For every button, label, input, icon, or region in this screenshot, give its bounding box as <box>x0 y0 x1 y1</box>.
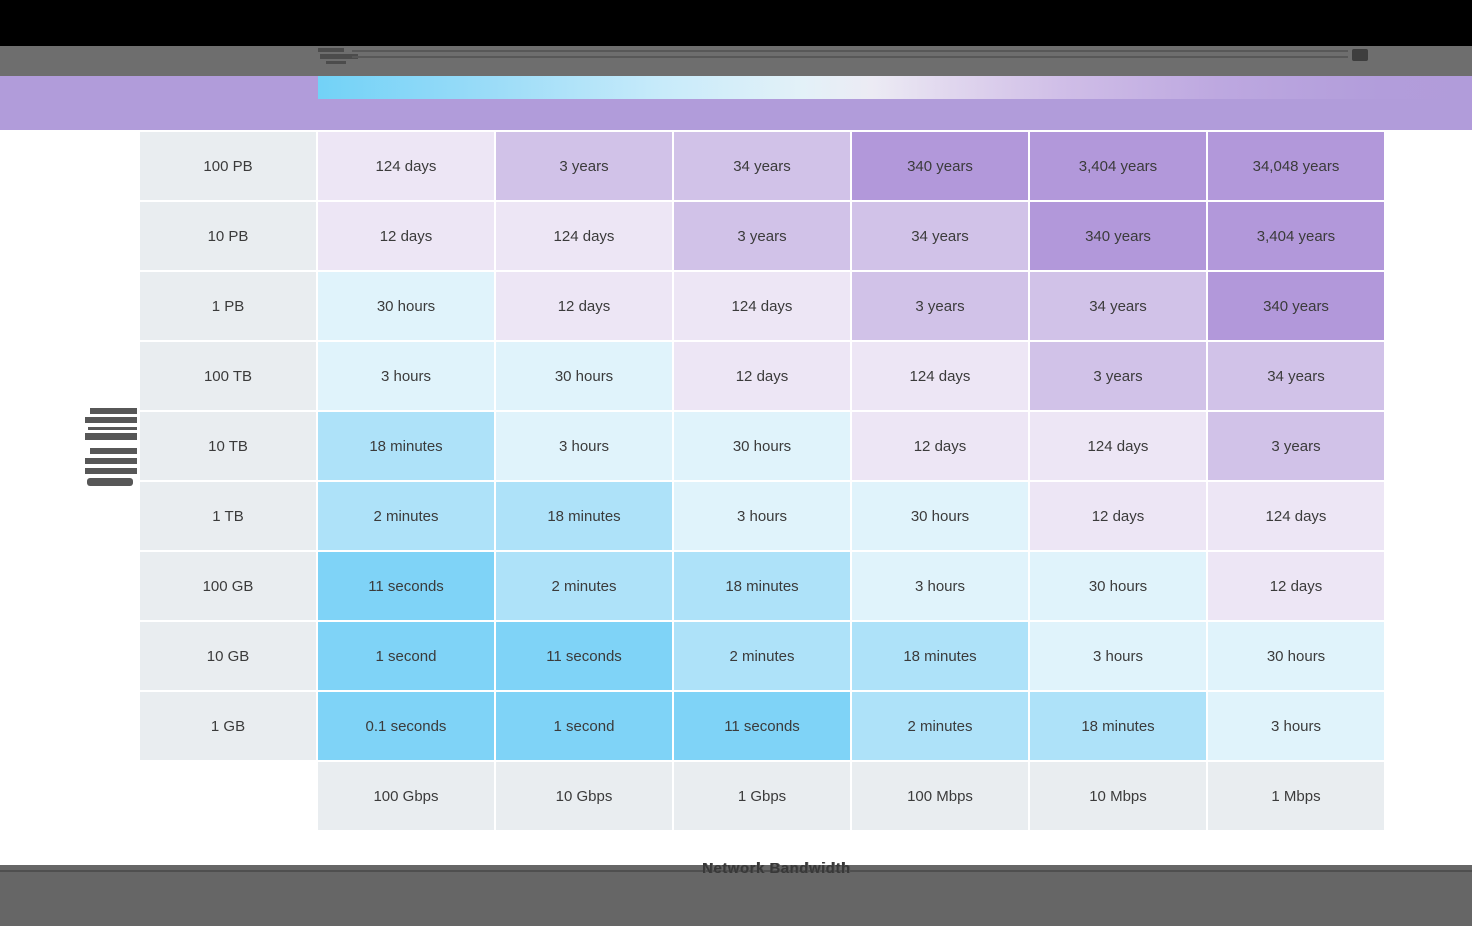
heatmap-cell: 12 days <box>1208 552 1384 620</box>
top-black-bar <box>0 0 1472 46</box>
title-glitch-fragment <box>326 61 346 64</box>
row-label: 1 TB <box>140 482 316 550</box>
column-label: 10 Gbps <box>496 762 672 830</box>
row-label: 1 GB <box>140 692 316 760</box>
heatmap-cell: 18 minutes <box>674 552 850 620</box>
chrome-divider-line <box>352 56 1348 58</box>
window-control-icon[interactable] <box>1352 49 1368 61</box>
heatmap-cell: 124 days <box>496 202 672 270</box>
heatmap-cell: 18 minutes <box>1030 692 1206 760</box>
heatmap-cell: 1 second <box>496 692 672 760</box>
column-label: 100 Mbps <box>852 762 1028 830</box>
heatmap-cell: 12 days <box>1030 482 1206 550</box>
heatmap-cell: 30 hours <box>852 482 1028 550</box>
row-label: 100 GB <box>140 552 316 620</box>
heatmap-cell: 340 years <box>1030 202 1206 270</box>
chrome-title-bar <box>0 46 1472 76</box>
heatmap-cell: 18 minutes <box>852 622 1028 690</box>
footer-divider-line <box>0 870 1472 872</box>
heatmap-cell: 30 hours <box>1208 622 1384 690</box>
heatmap-cell: 30 hours <box>674 412 850 480</box>
heatmap-cell: 18 minutes <box>318 412 494 480</box>
row-label: 10 PB <box>140 202 316 270</box>
title-glitch-fragment <box>318 48 344 52</box>
heatmap-cell: 3 years <box>1208 412 1384 480</box>
heatmap-cell: 3 years <box>1030 342 1206 410</box>
heatmap-cell: 3 hours <box>1030 622 1206 690</box>
y-axis-label-redacted <box>85 408 137 488</box>
heatmap-cell: 12 days <box>318 202 494 270</box>
heatmap-cell: 3 years <box>852 272 1028 340</box>
legend-band <box>0 76 1472 130</box>
heatmap-cell: 2 minutes <box>852 692 1028 760</box>
heatmap-cell: 34 years <box>1030 272 1206 340</box>
column-label: 100 Gbps <box>318 762 494 830</box>
row-label: 1 PB <box>140 272 316 340</box>
corner-cell <box>140 762 316 830</box>
heatmap-cell: 124 days <box>1208 482 1384 550</box>
heatmap-cell: 11 seconds <box>496 622 672 690</box>
heatmap-cell: 12 days <box>852 412 1028 480</box>
heatmap-cell: 3 hours <box>674 482 850 550</box>
heatmap-cell: 34 years <box>1208 342 1384 410</box>
heatmap-cell: 12 days <box>674 342 850 410</box>
row-label: 100 PB <box>140 132 316 200</box>
heatmap-cell: 30 hours <box>318 272 494 340</box>
heatmap-cell: 2 minutes <box>674 622 850 690</box>
transfer-time-heatmap: 100 PB 124 days 3 years 34 years 340 years 3,… <box>140 132 1384 830</box>
heatmap-cell: 3 years <box>674 202 850 270</box>
column-label: 10 Mbps <box>1030 762 1206 830</box>
heatmap-cell: 1 second <box>318 622 494 690</box>
heatmap-cell: 124 days <box>852 342 1028 410</box>
heatmap-cell: 34,048 years <box>1208 132 1384 200</box>
heatmap-cell: 124 days <box>674 272 850 340</box>
heatmap-cell: 3 hours <box>496 412 672 480</box>
heatmap-cell: 3 hours <box>852 552 1028 620</box>
chrome-divider-line <box>352 50 1348 52</box>
column-label: 1 Mbps <box>1208 762 1384 830</box>
heatmap-cell: 3 hours <box>318 342 494 410</box>
heatmap-cell: 12 days <box>496 272 672 340</box>
row-label: 10 GB <box>140 622 316 690</box>
row-label: 100 TB <box>140 342 316 410</box>
time-scale-gradient-legend <box>318 76 1472 99</box>
heatmap-cell: 3 years <box>496 132 672 200</box>
heatmap-cell: 0.1 seconds <box>318 692 494 760</box>
title-glitch-fragment <box>320 54 358 59</box>
heatmap-cell: 2 minutes <box>496 552 672 620</box>
heatmap-cell: 30 hours <box>496 342 672 410</box>
heatmap-cell: 34 years <box>674 132 850 200</box>
heatmap-cell: 340 years <box>852 132 1028 200</box>
heatmap-cell: 11 seconds <box>318 552 494 620</box>
heatmap-cell: 340 years <box>1208 272 1384 340</box>
heatmap-cell: 34 years <box>852 202 1028 270</box>
column-label: 1 Gbps <box>674 762 850 830</box>
heatmap-cell: 18 minutes <box>496 482 672 550</box>
heatmap-cell: 3,404 years <box>1208 202 1384 270</box>
footer-bar <box>0 865 1472 926</box>
x-axis-label: Network Bandwidth <box>702 860 851 877</box>
heatmap-cell: 124 days <box>1030 412 1206 480</box>
heatmap-cell: 11 seconds <box>674 692 850 760</box>
row-label: 10 TB <box>140 412 316 480</box>
heatmap-cell: 3,404 years <box>1030 132 1206 200</box>
heatmap-cell: 2 minutes <box>318 482 494 550</box>
heatmap-cell: 30 hours <box>1030 552 1206 620</box>
heatmap-cell: 3 hours <box>1208 692 1384 760</box>
heatmap-cell: 124 days <box>318 132 494 200</box>
